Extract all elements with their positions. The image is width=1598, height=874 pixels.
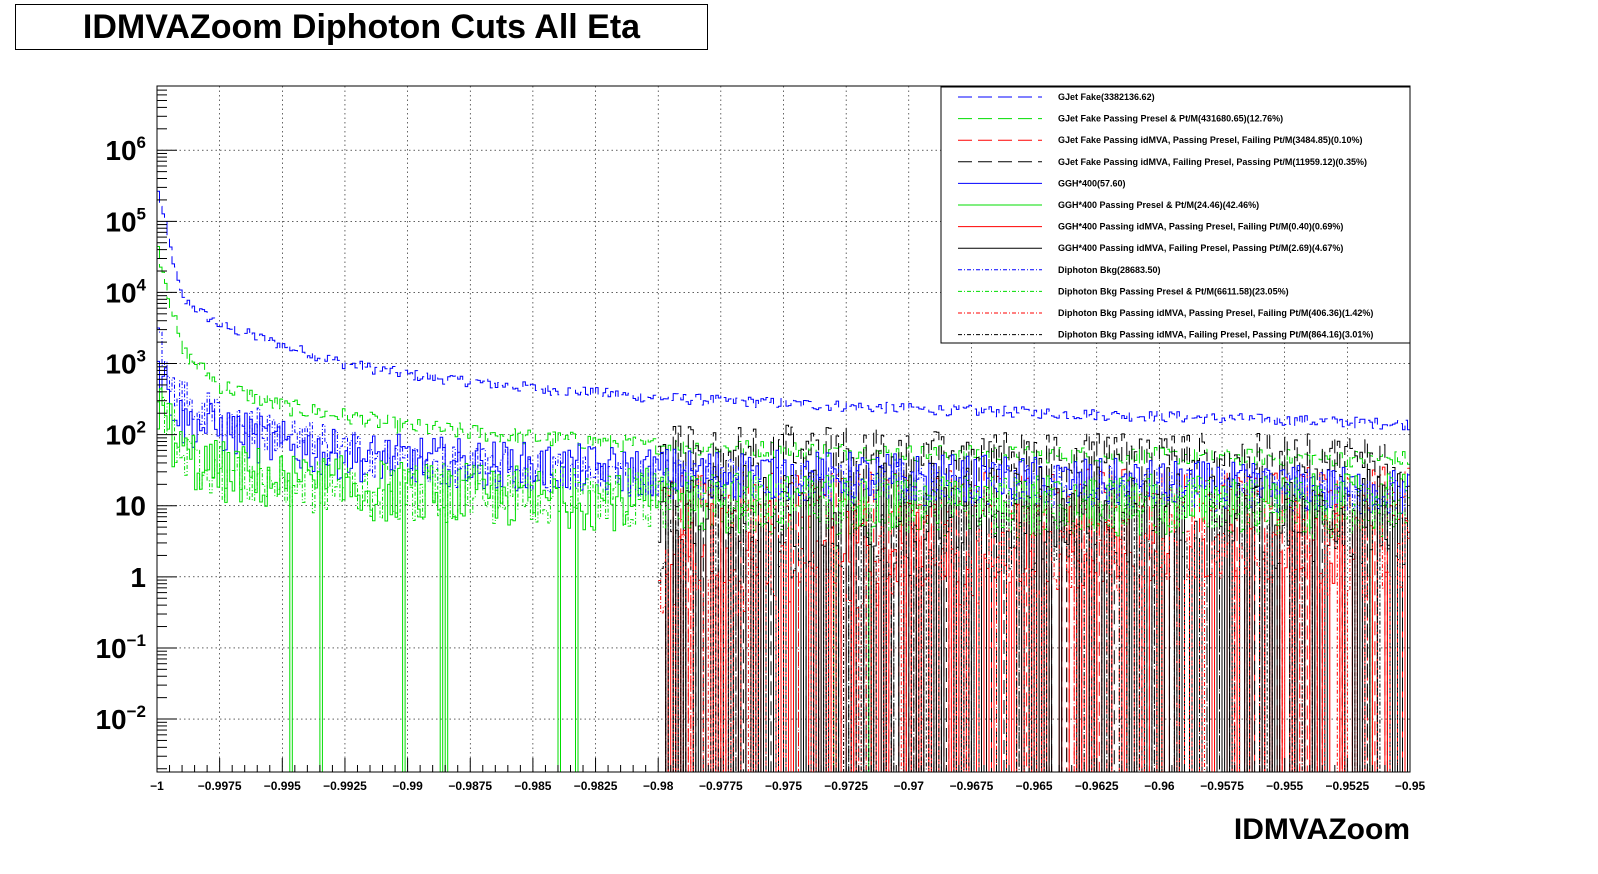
legend-label: Diphoton Bkg Passing idMVA, Passing Pres… <box>1058 308 1373 318</box>
series-line <box>157 190 1410 431</box>
x-tick-label: −0.985 <box>514 779 551 793</box>
y-tick-label: 10 <box>115 491 146 522</box>
y-tick-label: 10−2 <box>95 702 146 735</box>
x-tick-label: −0.955 <box>1266 779 1303 793</box>
x-tick-label: −0.9675 <box>950 779 994 793</box>
x-tick-label: −0.975 <box>765 779 802 793</box>
x-tick-label: −0.995 <box>264 779 301 793</box>
x-tick-label: −0.9575 <box>1200 779 1244 793</box>
x-tick-label: −0.95 <box>1395 779 1426 793</box>
legend-label: GJet Fake Passing Presel & Pt/M(431680.6… <box>1058 114 1283 124</box>
x-tick-label: −0.96 <box>1144 779 1175 793</box>
legend-label: Diphoton Bkg Passing Presel & Pt/M(6611.… <box>1058 286 1289 296</box>
y-tick-label: 105 <box>105 204 146 237</box>
x-axis-label: IDMVAZoom <box>1234 813 1410 846</box>
series-layer <box>157 190 1410 773</box>
series-line <box>658 484 1410 773</box>
legend-label: GGH*400 Passing Presel & Pt/M(24.46)(42.… <box>1058 200 1259 210</box>
series-line <box>157 387 1410 539</box>
series-line <box>157 246 1410 468</box>
y-tick-label: 103 <box>105 347 146 380</box>
x-tick-label: −0.9525 <box>1325 779 1369 793</box>
x-tick-label: −0.97 <box>894 779 925 793</box>
legend: GJet Fake(3382136.62) GJet Fake Passing P… <box>940 86 1411 344</box>
y-tick-label: 102 <box>105 418 146 451</box>
legend-label: GJet Fake(3382136.62) <box>1058 92 1155 102</box>
chart-title: IDMVAZoom Diphoton Cuts All Eta <box>82 7 641 46</box>
legend-label: GGH*400 Passing idMVA, Failing Presel, P… <box>1058 243 1343 253</box>
x-tick-label: −0.98 <box>643 779 674 793</box>
y-tick-label: 106 <box>105 133 146 166</box>
series-line <box>157 327 1410 512</box>
legend-label: GGH*400(57.60) <box>1058 178 1126 188</box>
x-tick-label: −0.9625 <box>1075 779 1119 793</box>
y-tick-label: 104 <box>105 275 146 308</box>
x-tick-label: −1 <box>150 779 164 793</box>
legend-label: GGH*400 Passing idMVA, Passing Presel, F… <box>1058 222 1343 232</box>
chart-title-box: IDMVAZoom Diphoton Cuts All Eta <box>15 4 708 50</box>
axes: −1 −0.9975 −0.995 −0.9925 −0.99 −0.9875 −0.985… <box>95 85 1426 793</box>
legend-label: Diphoton Bkg Passing idMVA, Failing Pres… <box>1058 330 1373 340</box>
x-tick-label: −0.9875 <box>448 779 492 793</box>
y-tick-label: 10−1 <box>95 631 146 664</box>
x-tick-label: −0.9975 <box>198 779 242 793</box>
legend-label: Diphoton Bkg(28683.50) <box>1058 265 1161 275</box>
y-tick-label: 1 <box>130 562 146 593</box>
legend-label: GJet Fake Passing idMVA, Passing Presel,… <box>1058 135 1362 145</box>
x-tick-label: −0.99 <box>392 779 423 793</box>
x-tick-label: −0.9775 <box>699 779 743 793</box>
legend-label: GJet Fake Passing idMVA, Failing Presel,… <box>1058 157 1367 167</box>
legend-box <box>940 86 1411 344</box>
x-tick-label: −0.9825 <box>574 779 618 793</box>
series-line <box>658 424 1410 773</box>
x-tick-label: −0.9925 <box>323 779 367 793</box>
series-line <box>658 513 1410 773</box>
x-tick-label: −0.9725 <box>824 779 868 793</box>
x-tick-label: −0.965 <box>1016 779 1053 793</box>
